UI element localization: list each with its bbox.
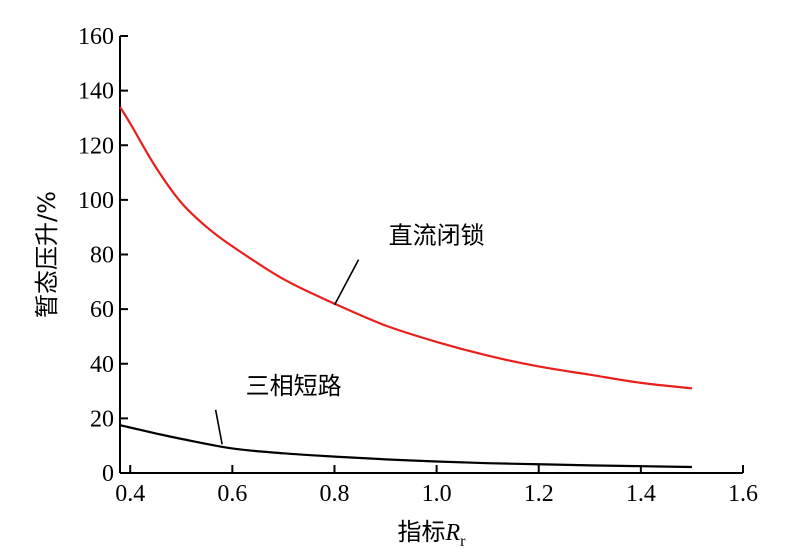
annotation-label-0: 直流闭锁 xyxy=(389,222,485,250)
x-axis-title: 指标Rr xyxy=(398,518,467,550)
ticks: 0 20 40 60 80 100 120 140 160 0.4 0.6 0.8 1.0 1.2 1.4 1… xyxy=(78,24,758,507)
y-tick-label-2: 40 xyxy=(90,352,114,378)
series-line-1 xyxy=(119,424,692,469)
y-tick-label-0: 0 xyxy=(102,461,114,487)
annotation-leader-1 xyxy=(214,409,223,445)
y-tick-label-7: 140 xyxy=(78,79,114,105)
x-tick-label-5: 1.4 xyxy=(626,481,656,507)
y-tick-label-4: 80 xyxy=(90,243,114,269)
annotation-label-1: 三相短路 xyxy=(246,372,342,400)
x-tick-label-3: 1.0 xyxy=(422,481,452,507)
x-tick-label-0: 0.4 xyxy=(115,481,145,507)
x-tick-label-1: 0.6 xyxy=(217,481,247,507)
x-axis-title-variable: R xyxy=(445,520,461,546)
annotation-leader-0 xyxy=(333,259,360,306)
x-axis-title-subscript: r xyxy=(460,533,466,550)
y-tick-label-8: 160 xyxy=(78,24,114,50)
y-tick-label-5: 100 xyxy=(78,188,114,214)
plot-area: 0 20 40 60 80 100 120 140 160 0.4 0.6 0.8 1.0 1.2 1.4 1… xyxy=(78,24,758,507)
x-tick-label-4: 1.2 xyxy=(524,481,554,507)
y-axis-title: 暂态压升/% xyxy=(33,191,61,318)
x-tick-label-6: 1.6 xyxy=(728,481,758,507)
x-tick-label-2: 0.8 xyxy=(319,481,349,507)
y-tick-label-3: 60 xyxy=(90,297,114,323)
y-tick-label-6: 120 xyxy=(78,133,114,159)
y-tick-label-1: 20 xyxy=(90,406,114,432)
series-layer xyxy=(119,106,693,469)
x-axis-title-text: 指标 xyxy=(398,518,446,546)
